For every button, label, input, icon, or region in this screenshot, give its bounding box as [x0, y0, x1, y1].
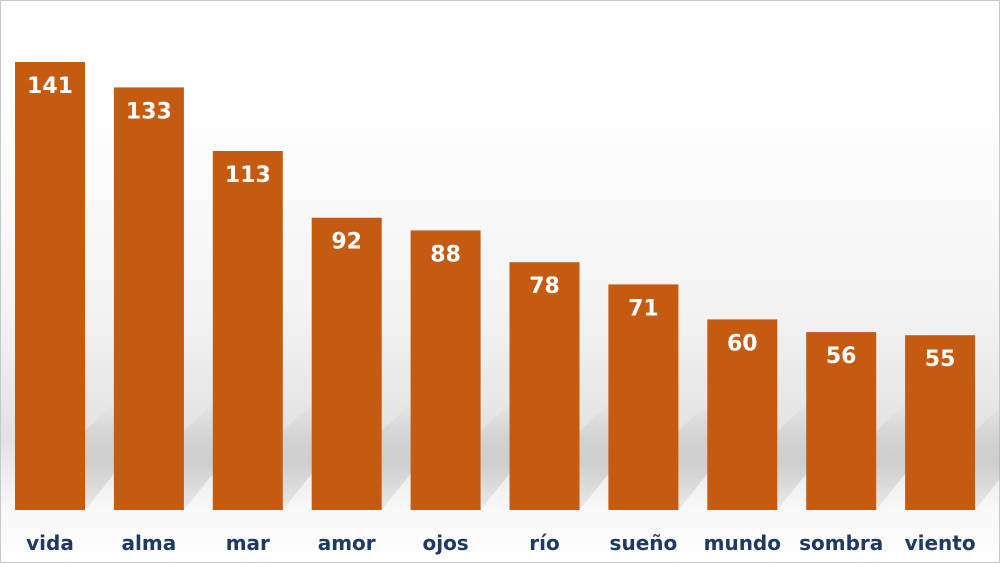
category-label: amor: [318, 531, 376, 555]
category-label: río: [529, 531, 559, 555]
bar-alma: [113, 87, 184, 511]
value-label: 141: [27, 74, 73, 99]
bar-mar: [212, 151, 283, 510]
bar-shadow: [183, 401, 216, 510]
category-label: mundo: [704, 531, 781, 555]
bar-shadows: [85, 401, 1000, 510]
value-label: 55: [925, 347, 956, 372]
bar-río: [509, 262, 580, 510]
bar-shadow: [480, 401, 513, 510]
bar-vida: [15, 62, 85, 510]
bar-viento: [905, 335, 976, 510]
value-label: 71: [628, 296, 659, 321]
bar-sueño: [608, 284, 679, 510]
value-label: 88: [430, 242, 461, 267]
bar-shadow: [678, 401, 711, 510]
bars: [15, 62, 976, 511]
category-labels: vida alma mar amor ojos río sueño mundo sombra vi…: [26, 531, 975, 555]
value-label: 92: [331, 230, 362, 255]
bar-mundo: [707, 319, 778, 510]
value-label: 60: [727, 331, 758, 356]
category-label: ojos: [422, 531, 468, 555]
bar-shadow: [579, 401, 612, 510]
value-labels: 141 133 113 92 88 78 71 60 56 55: [27, 74, 955, 372]
bar-sombra: [806, 332, 877, 510]
bar-shadow: [282, 401, 315, 510]
bar-shadow: [876, 401, 909, 510]
value-label: 113: [225, 163, 271, 188]
bar-shadow: [85, 401, 117, 510]
bar-shadow: [381, 401, 414, 510]
category-label: alma: [122, 531, 177, 555]
category-label: mar: [226, 531, 270, 555]
bar-shadow: [975, 407, 1000, 510]
category-label: sueño: [610, 531, 678, 555]
value-label: 78: [529, 274, 560, 299]
bar-amor: [311, 217, 382, 510]
bar-shadow: [777, 401, 810, 510]
category-label: sombra: [799, 531, 883, 555]
category-label: viento: [905, 531, 976, 555]
value-label: 133: [126, 99, 172, 124]
bar-ojos: [410, 230, 481, 510]
value-label: 56: [826, 344, 857, 369]
category-label: vida: [26, 531, 74, 555]
